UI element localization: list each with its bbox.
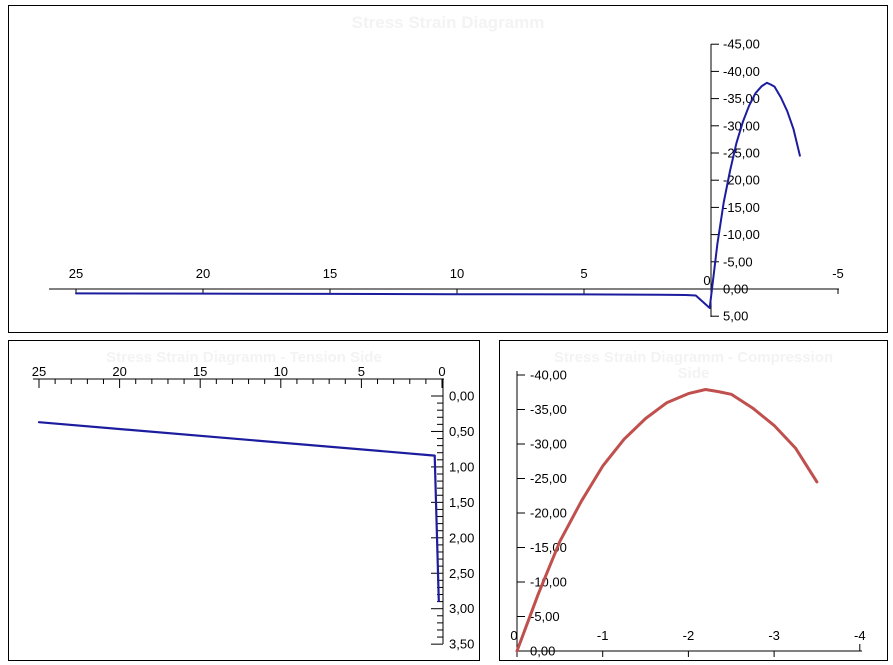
x-tick-label: -2 <box>683 628 695 643</box>
y-tick-label: -15,00 <box>723 200 760 215</box>
x-tick-label: 0 <box>703 273 710 288</box>
x-tick-label: 25 <box>32 364 46 379</box>
x-tick-label: -3 <box>768 628 780 643</box>
y-tick-label: -45,00 <box>723 37 760 52</box>
x-tick-label: -1 <box>597 628 609 643</box>
y-tick-label: -20,00 <box>530 506 567 521</box>
x-tick-label: -5 <box>832 266 844 281</box>
y-tick-label: 0,00 <box>723 282 748 297</box>
x-tick-label: 5 <box>358 364 365 379</box>
y-tick-label: 0,00 <box>449 389 474 404</box>
y-tick-label: -40,00 <box>723 64 760 79</box>
y-tick-label: -10,00 <box>723 227 760 242</box>
y-tick-label: 1,50 <box>449 495 474 510</box>
y-tick-label: -35,00 <box>530 402 567 417</box>
compression-chart-svg: 0 -1 -2 -3 -4 -40,00 -35,00 -30,00 -25,00 -20,00 -… <box>510 368 866 659</box>
navy-curve <box>37 421 440 602</box>
x-tick-label: 5 <box>580 266 587 281</box>
y-tick-label: -5,00 <box>530 609 560 624</box>
y-tick-label: 3,00 <box>449 601 474 616</box>
compression-chart-panel: Stress Strain Diagramm - Compression Sid… <box>499 340 888 661</box>
tension-chart-panel: Stress Strain Diagramm - Tension Side 25… <box>8 340 480 661</box>
x-tick-label: 10 <box>450 266 464 281</box>
y-tick-label: 2,00 <box>449 530 474 545</box>
top-chart-svg: 25 20 15 10 5 0 -5-45,00-40,00-35,00-30,00-25,… <box>49 37 844 324</box>
y-tick-label: 0,50 <box>449 424 474 439</box>
x-tick-label: 0 <box>438 364 445 379</box>
y-tick-label: 2,50 <box>449 566 474 581</box>
y-tick-label: -20,00 <box>723 173 760 188</box>
y-tick-label: -30,00 <box>530 437 567 452</box>
x-tick-label: 10 <box>274 364 288 379</box>
y-tick-label: 1,00 <box>449 459 474 474</box>
y-tick-label: -40,00 <box>530 368 567 383</box>
x-tick-label: 20 <box>112 364 126 379</box>
x-tick-label: 20 <box>196 266 210 281</box>
red-curve <box>515 388 819 653</box>
navy-curve <box>75 81 801 309</box>
y-tick-label: 0,00 <box>530 644 555 659</box>
x-tick-label: 15 <box>323 266 337 281</box>
x-tick-label: 25 <box>69 266 83 281</box>
x-tick-label: -4 <box>854 628 866 643</box>
x-tick-label: 0 <box>510 628 517 643</box>
y-tick-label: -15,00 <box>530 540 567 555</box>
y-tick-label: -25,00 <box>723 146 760 161</box>
y-tick-label: -25,00 <box>530 471 567 486</box>
top-chart-panel: Stress Strain Diagramm 25 20 15 10 5 0 -5 -45,0… <box>8 5 888 333</box>
y-tick-label: -10,00 <box>530 575 567 590</box>
y-tick-label: 3,50 <box>449 637 474 652</box>
tension-chart-svg: 25 20 15 10 5 0 0,00 0,50 1,00 1,50 2,00 2,50 3,00 3,… <box>32 364 475 652</box>
y-tick-label: -5,00 <box>723 254 753 269</box>
y-tick-label: 5,00 <box>723 309 748 324</box>
x-tick-label: 15 <box>193 364 207 379</box>
